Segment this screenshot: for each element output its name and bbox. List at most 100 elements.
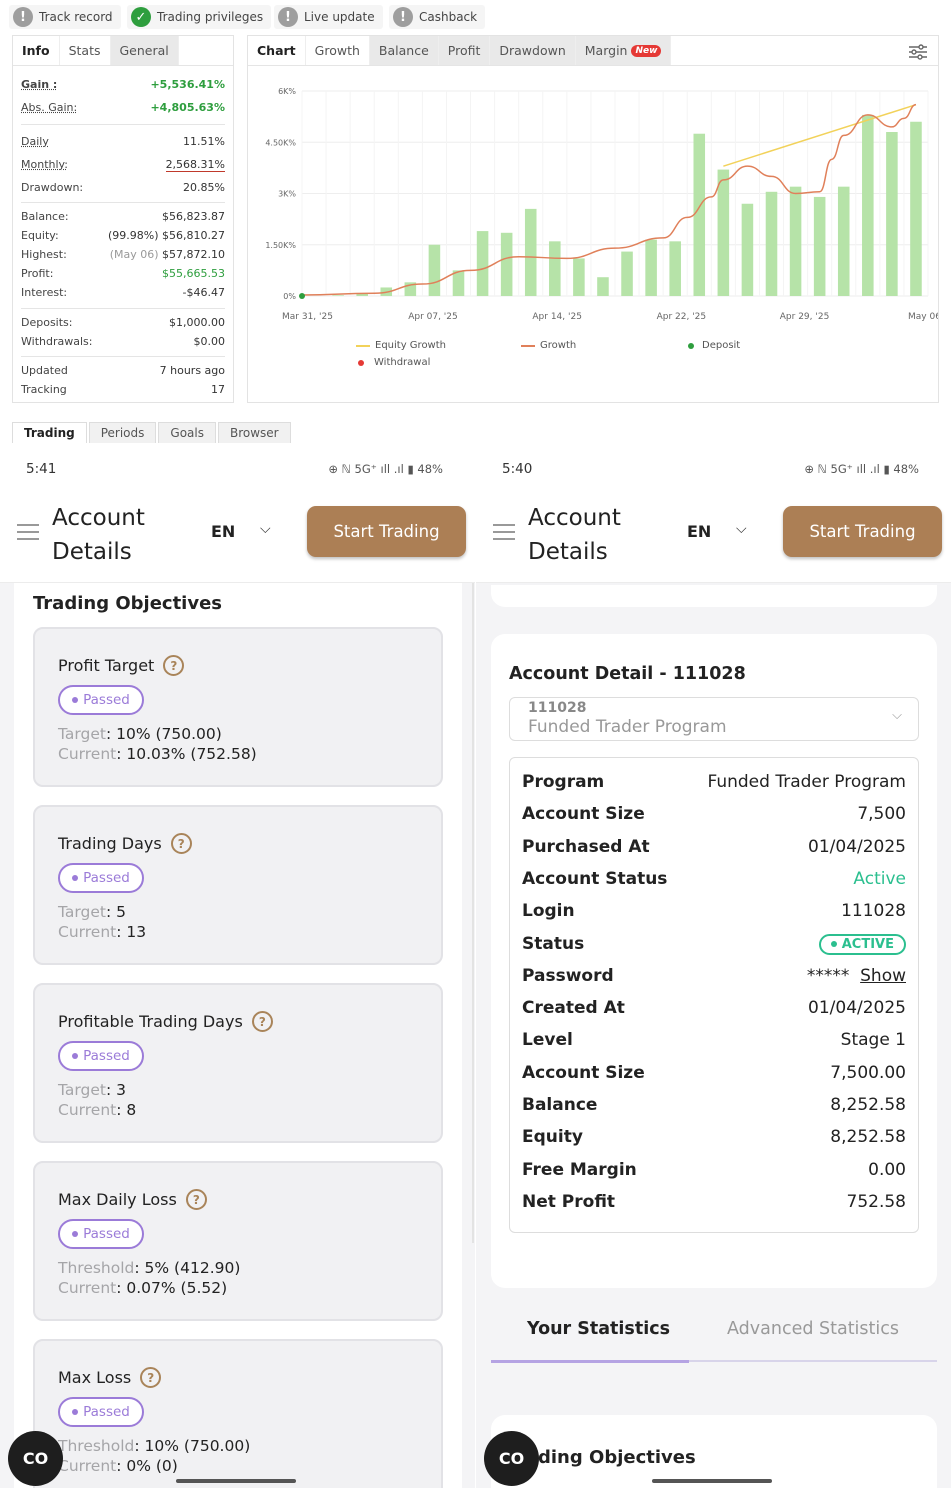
detail-row: Account Size 7,500 [522,804,906,825]
chart-bar [524,208,537,296]
app-header: Account Details EN ⌵ Start Trading [0,493,475,583]
objective-target: Target: 10% (750.00) [58,725,222,743]
tab-goals[interactable]: Goals [158,422,216,443]
account-overview-section: ! Track record ✓ Trading privileges ! Live … [0,0,951,443]
objective-card: Trading Days? Passed Target: 5 Current: 13 [33,805,443,965]
status-badge: Passed [58,863,144,893]
objective-title: Profitable Trading Days? [58,1011,273,1032]
language-select[interactable]: EN [211,522,236,541]
chevron-down-icon[interactable]: ⌵ [260,521,271,537]
detail-row: Level Stage 1 [522,1030,906,1051]
chart-bar [404,282,417,296]
start-trading-button[interactable]: Start Trading [783,506,942,557]
chart-bar [452,270,465,296]
menu-icon[interactable] [493,524,515,545]
y-tick-label: 6K% [278,87,296,96]
detail-row: Program Funded Trader Program [522,772,906,792]
chat-fab-icon[interactable]: CO [8,1431,63,1486]
chart-bar [910,121,922,296]
page-title: Account Details [528,505,621,565]
status-badge: Passed [58,1397,144,1427]
y-tick-label: 4.50K% [265,138,296,147]
menu-icon[interactable] [17,524,39,545]
objective-title: Max Daily Loss? [58,1189,207,1210]
status-icons: ⊕ ℕ 5G⁺ ıll .ıl ▮ 48% [328,462,443,476]
chart-panel: Chart Growth Balance Profit Drawdown Mar… [247,35,939,403]
chat-fab-icon[interactable]: CO [484,1431,539,1486]
account-select[interactable]: 111028 Funded Trader Program ⌵ [509,697,919,741]
status-badge: Passed [58,1219,144,1249]
cashback-button[interactable]: ! Cashback [389,5,486,29]
tab-stats[interactable]: Stats [60,36,111,65]
start-trading-button[interactable]: Start Trading [307,506,466,557]
tab-advanced-statistics[interactable]: Advanced Statistics [727,1319,900,1339]
tab-growth[interactable]: Growth [306,36,370,65]
active-tab-indicator [491,1360,689,1363]
objective-target: Target: 5 [58,903,126,921]
help-icon[interactable]: ? [170,833,192,854]
x-tick-label: Apr 22, '25 [657,312,707,322]
equity-row: Equity: (99.98%) $56,810.27 [21,229,225,242]
help-icon[interactable]: ? [251,1011,273,1032]
tab-chart[interactable]: Chart [248,36,306,65]
tab-margin[interactable]: Margin New [575,36,672,65]
tab-drawdown[interactable]: Drawdown [490,36,576,65]
profit-row: Profit: $55,665.53 [21,267,225,280]
status-badge: ACTIVE [818,933,906,955]
language-select[interactable]: EN [687,522,712,541]
help-icon[interactable]: ? [185,1189,207,1210]
objective-card: Max Daily Loss? Passed Threshold: 5% (412.… [33,1161,443,1321]
chart-bar [813,196,826,296]
detail-row: Status ACTIVE [522,933,906,955]
detail-row: Purchased At 01/04/2025 [522,836,906,857]
tab-your-statistics[interactable]: Your Statistics [527,1319,670,1339]
legend-growth: Growth [521,340,576,351]
help-icon[interactable]: ? [163,655,185,676]
objective-target: Target: 3 [58,1081,126,1099]
bottom-tabs: Trading Periods Goals Browser [12,422,293,443]
interest-row: Interest: -$46.47 [21,286,225,299]
chart-bar [765,191,778,296]
chart-bar [741,203,754,296]
chart-settings-icon[interactable] [908,44,928,64]
chart-bar [669,241,681,296]
tab-periods[interactable]: Periods [88,422,157,443]
growth-line [301,103,917,296]
status-icons: ⊕ ℕ 5G⁺ ıll .ıl ▮ 48% [804,462,919,476]
track-record-button[interactable]: ! Track record [9,5,121,29]
monthly-row: Monthly: 2,568.31% [21,158,225,172]
tab-info[interactable]: Info [13,36,60,65]
info-panel: Info Stats General Gain : +5,536.41% Abs.… [12,35,234,403]
deposit-point [299,293,305,299]
x-tick-label: Apr 29, '25 [780,312,830,322]
chevron-down-icon[interactable]: ⌵ [736,521,747,537]
objective-current: Current: 0.07% (5.52) [58,1279,228,1297]
objective-card: Profit Target? Passed Target: 10% (750.00)… [33,627,443,787]
tab-profit[interactable]: Profit [438,36,491,65]
x-tick-label: Mar 31, '25 [282,312,333,322]
tab-balance[interactable]: Balance [369,36,439,65]
detail-row: Created At 01/04/2025 [522,998,906,1019]
tab-browser[interactable]: Browser [217,422,291,443]
scrollbar[interactable] [472,583,474,1243]
trading-privileges-button[interactable]: ✓ Trading privileges [127,5,272,29]
chart-bar [837,186,850,296]
tab-general[interactable]: General [110,36,179,65]
tab-trading[interactable]: Trading [12,422,87,443]
legend-deposit: Deposit [688,340,740,351]
show-password-link[interactable]: Show [860,965,906,986]
abs-gain-row: Abs. Gain: +4,805.63% [21,101,225,114]
tracking-row: Tracking 17 [21,383,225,396]
detail-row: Account Status Active [522,868,906,889]
legend-equity-growth: Equity Growth [356,340,446,351]
objective-current: Current: 8 [58,1101,137,1119]
section-title: Trading Objectives [33,593,223,614]
live-update-button[interactable]: ! Live update [274,5,383,29]
help-icon[interactable]: ? [140,1367,162,1388]
detail-row: Free Margin 0.00 [522,1159,906,1180]
status-badge: Passed [58,685,144,715]
chart-bar [789,186,802,296]
chart-bar [428,244,441,296]
objective-current: Current: 0% (0) [58,1457,178,1475]
check-icon: ✓ [131,7,151,27]
